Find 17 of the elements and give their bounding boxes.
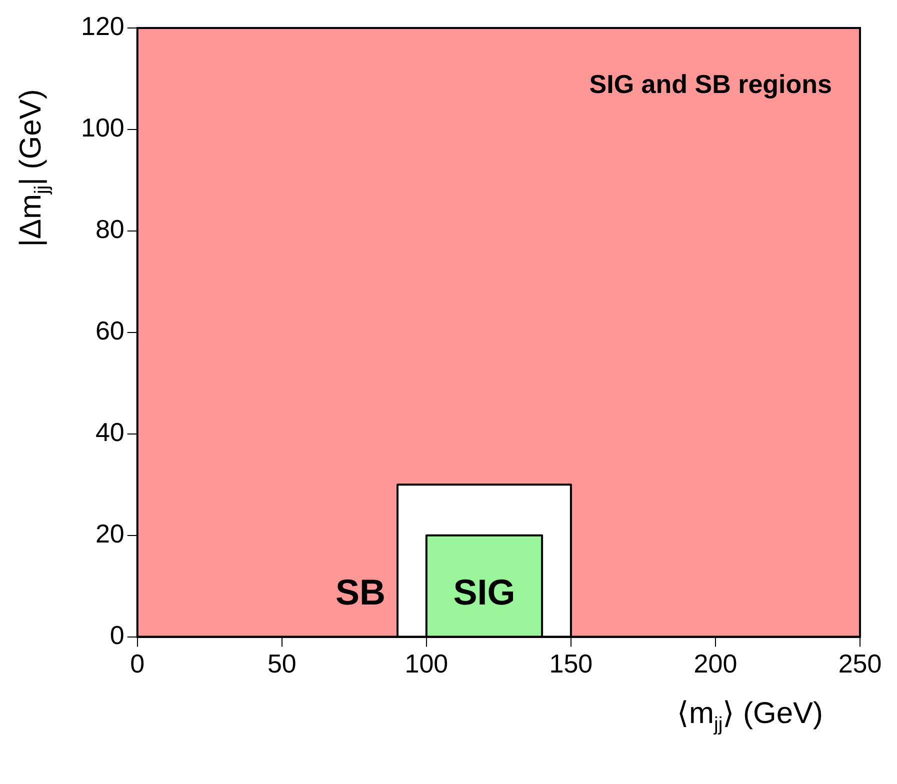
- x-tick-label: 200: [694, 648, 738, 679]
- x-tick-label: 100: [404, 648, 448, 679]
- y-tick-label: 20: [95, 518, 124, 549]
- y-tick-label: 100: [80, 112, 124, 143]
- y-axis-title: |Δmjj| (GeV): [14, 89, 53, 247]
- y-tick-label: 0: [110, 620, 124, 650]
- annotation: SIG: [453, 572, 516, 613]
- y-tick-label: 60: [95, 316, 124, 346]
- x-tick-label: 150: [549, 648, 593, 679]
- y-tick-label: 40: [95, 417, 124, 448]
- annotation: SB: [336, 572, 386, 613]
- x-tick-label: 50: [267, 648, 296, 679]
- y-tick-label: 80: [95, 214, 124, 244]
- annotation: SIG and SB regions: [589, 69, 832, 100]
- y-tick-label: 120: [80, 11, 124, 42]
- x-tick-label: 0: [130, 648, 145, 679]
- x-tick-label: 250: [838, 648, 882, 679]
